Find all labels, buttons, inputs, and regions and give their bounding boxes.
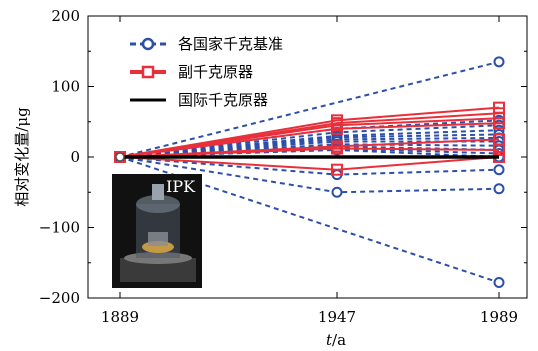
legend-label-official-copies: 副千克原器	[178, 63, 253, 81]
y-tick-label: −200	[39, 289, 80, 307]
plot-layer	[114, 56, 505, 288]
data-point	[493, 183, 505, 195]
series-line	[119, 117, 500, 158]
data-point	[331, 122, 343, 135]
x-axis-title-var: t	[326, 331, 333, 349]
x-tick-label: 1889	[101, 308, 139, 326]
data-point	[493, 56, 505, 68]
y-tick-label: −100	[39, 219, 80, 237]
legend-label-national: 各国家千克基准	[178, 35, 283, 53]
data-point	[331, 186, 343, 198]
series-line	[119, 147, 500, 158]
ticks-layer: 200 100 0 −100 −200 1889 1947 1989	[39, 7, 527, 326]
data-point	[115, 152, 125, 162]
ipk-photo-label: IPK	[166, 177, 196, 196]
x-axis-title: t/a	[326, 331, 346, 349]
legend-marker-national	[141, 37, 155, 51]
ipk-photo: IPK	[112, 174, 202, 288]
data-point	[493, 117, 505, 130]
series-line	[119, 122, 500, 158]
legend: 各国家千克基准 副千克原器 国际千克原器	[130, 35, 283, 109]
legend-marker-official-copies	[141, 65, 155, 79]
y-axis-title: 相对变化量/μg	[13, 107, 31, 207]
y-tick-label: 100	[51, 78, 80, 96]
x-axis-title-unit: /a	[332, 331, 346, 349]
series-line	[119, 156, 500, 171]
data-point	[493, 164, 505, 176]
series-line	[119, 60, 500, 158]
x-tick-label: 1989	[480, 308, 518, 326]
data-point	[331, 142, 343, 155]
y-tick-label: 200	[51, 7, 80, 25]
y-tick-label: 0	[70, 148, 80, 166]
data-point	[493, 276, 505, 288]
data-point	[331, 163, 343, 176]
x-tick-label: 1947	[318, 308, 356, 326]
legend-label-ipk: 国际千克原器	[178, 91, 268, 109]
data-point	[493, 143, 505, 156]
